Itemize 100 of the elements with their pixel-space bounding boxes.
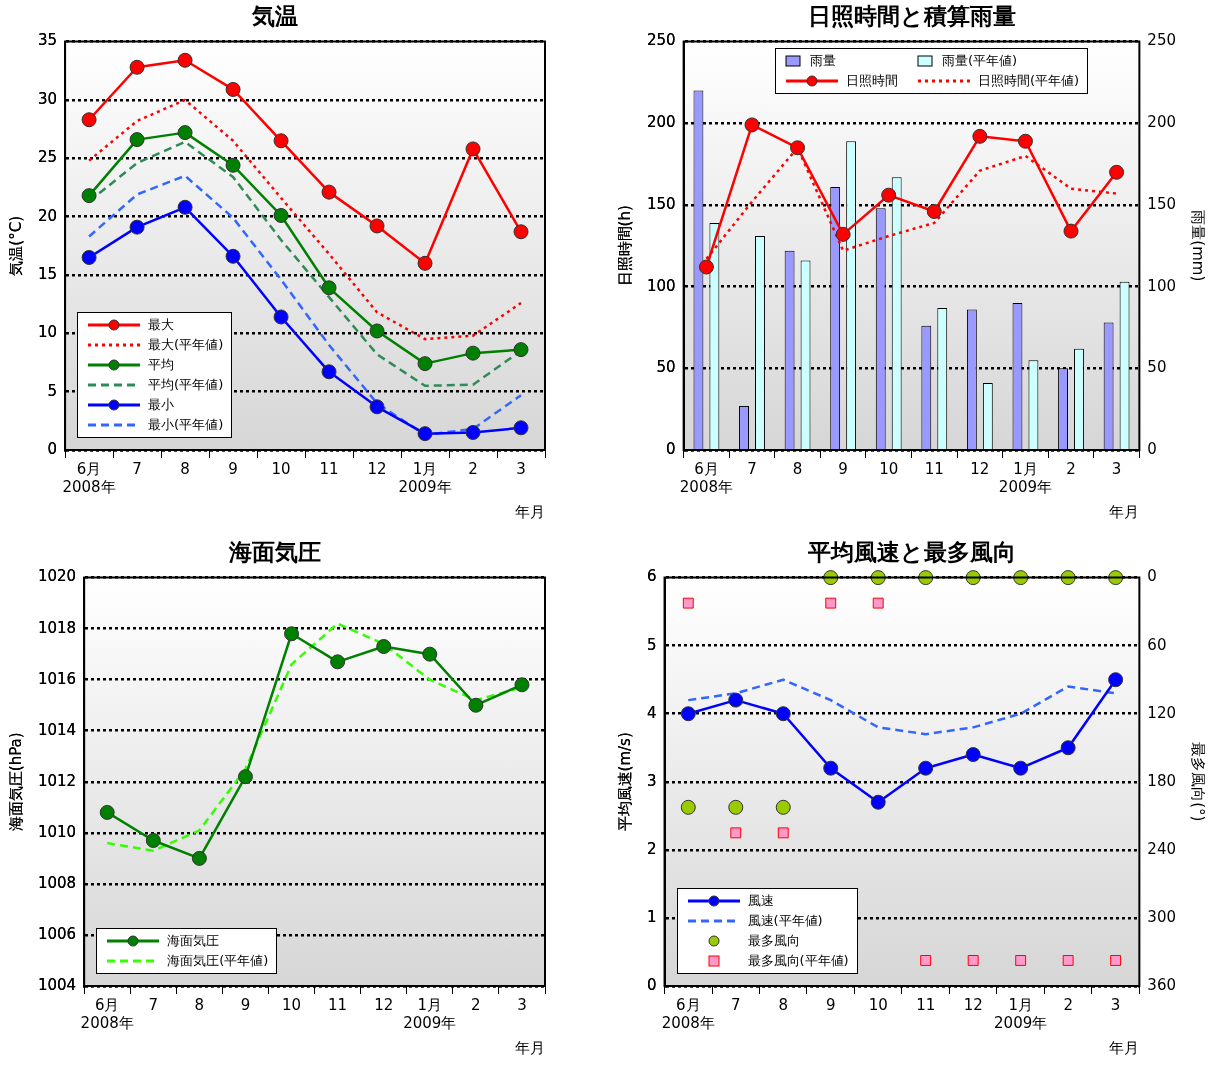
point	[513, 224, 529, 240]
x-tick-label: 1月 2009年	[398, 459, 452, 496]
point	[225, 157, 241, 173]
y-tick-label: 10	[37, 323, 58, 342]
chart-title: 日照時間と積算雨量	[807, 2, 1016, 29]
y2-axis-title: 最多風向(°)	[1189, 742, 1208, 822]
point	[129, 59, 145, 75]
y-axis-title: 気温(°C)	[6, 215, 25, 276]
y-tick-label: 150	[646, 194, 676, 213]
point	[422, 646, 438, 662]
x-tick-label: 2	[468, 459, 478, 478]
y-tick-label: 1020	[37, 567, 77, 586]
point	[1109, 164, 1125, 180]
x-tick-label: 12	[374, 995, 394, 1014]
point	[790, 140, 806, 156]
legend-label: 海面気圧(平年値)	[167, 952, 269, 970]
x-tick-label: 2	[1063, 995, 1073, 1014]
x-axis-title: 年月	[1109, 502, 1140, 521]
y-axis-title: 平均風速(m/s)	[615, 732, 634, 832]
x-axis-title: 年月	[515, 502, 545, 521]
y2-tick-label: 360	[1147, 975, 1177, 994]
point	[680, 799, 696, 815]
point	[273, 133, 289, 149]
point	[698, 259, 714, 275]
y-tick-label: 1	[647, 907, 657, 926]
point	[1108, 672, 1124, 688]
point	[468, 697, 484, 713]
line-series	[687, 678, 1117, 736]
y-tick-label: 1010	[37, 822, 77, 841]
y-tick-label: 1012	[37, 771, 77, 790]
x-tick-label: 11	[319, 459, 339, 478]
y-tick-label: 250	[646, 31, 676, 50]
x-tick-label: 1月 2009年	[403, 995, 457, 1032]
point	[191, 850, 207, 866]
legend-label: 最大	[148, 316, 175, 334]
point	[965, 747, 981, 763]
point	[872, 597, 884, 609]
y-tick-label: 1004	[37, 975, 77, 994]
x-axis-title: 年月	[1109, 1038, 1140, 1057]
y-tick-label: 1014	[37, 720, 77, 739]
y2-tick-label: 120	[1147, 703, 1177, 722]
legend-label: 平均(平年値)	[148, 376, 224, 394]
point	[918, 760, 934, 776]
legend-label: 平均	[148, 356, 175, 374]
point	[465, 141, 481, 157]
legend-label: 雨量	[810, 51, 836, 70]
point	[321, 280, 337, 296]
x-tick-label: 8	[194, 995, 205, 1014]
y-tick-label: 6	[647, 567, 657, 586]
point	[728, 692, 744, 708]
y-tick-label: 35	[37, 31, 58, 50]
x-tick-label: 3	[516, 459, 526, 478]
y-tick-label: 1006	[37, 924, 77, 943]
y2-tick-label: 300	[1147, 907, 1177, 926]
x-tick-label: 9	[838, 459, 848, 478]
x-tick-label: 10	[868, 995, 888, 1014]
point	[835, 226, 851, 242]
point	[177, 52, 193, 68]
x-tick-label: 8	[180, 459, 190, 478]
point	[926, 203, 942, 219]
x-tick-label: 7	[132, 459, 142, 478]
point	[728, 799, 744, 815]
y-tick-label: 200	[646, 113, 676, 132]
y2-tick-label: 250	[1147, 31, 1177, 50]
legend-label: 海面気圧	[167, 932, 220, 950]
x-tick-label: 7	[148, 995, 159, 1014]
x-tick-label: 9	[228, 459, 238, 478]
point	[321, 364, 337, 380]
x-tick-label: 11	[924, 459, 944, 478]
legend-label: 雨量(平年値)	[942, 51, 1018, 70]
point	[417, 356, 433, 372]
point	[417, 255, 433, 271]
point	[1015, 955, 1027, 966]
point	[273, 207, 289, 223]
y-tick-label: 3	[647, 771, 657, 790]
y-tick-label: 100	[646, 276, 676, 295]
x-tick-label: 11	[328, 995, 348, 1014]
point	[1110, 955, 1122, 966]
point	[730, 827, 742, 839]
point	[81, 112, 97, 128]
legend-label: 日照時間(平年値)	[978, 71, 1080, 90]
point	[465, 345, 481, 361]
point	[682, 597, 694, 609]
y-tick-label: 4	[647, 703, 657, 722]
y-tick-label: 50	[656, 358, 676, 377]
point	[870, 794, 886, 810]
y-tick-label: 0	[47, 439, 58, 458]
legend-label: 最小	[148, 396, 175, 414]
x-tick-label: 10	[271, 459, 291, 478]
y2-tick-label: 180	[1147, 771, 1177, 790]
point	[177, 199, 193, 215]
x-tick-label: 9	[240, 995, 251, 1014]
legend-label: 日照時間	[846, 71, 898, 90]
x-tick-label: 8	[792, 459, 803, 478]
y-tick-label: 5	[47, 381, 58, 400]
legend-label: 最大(平年値)	[148, 336, 224, 354]
y2-tick-label: 0	[1147, 567, 1157, 586]
x-tick-label: 12	[367, 459, 387, 478]
x-tick-label: 3	[1110, 995, 1121, 1014]
point	[1013, 760, 1029, 776]
